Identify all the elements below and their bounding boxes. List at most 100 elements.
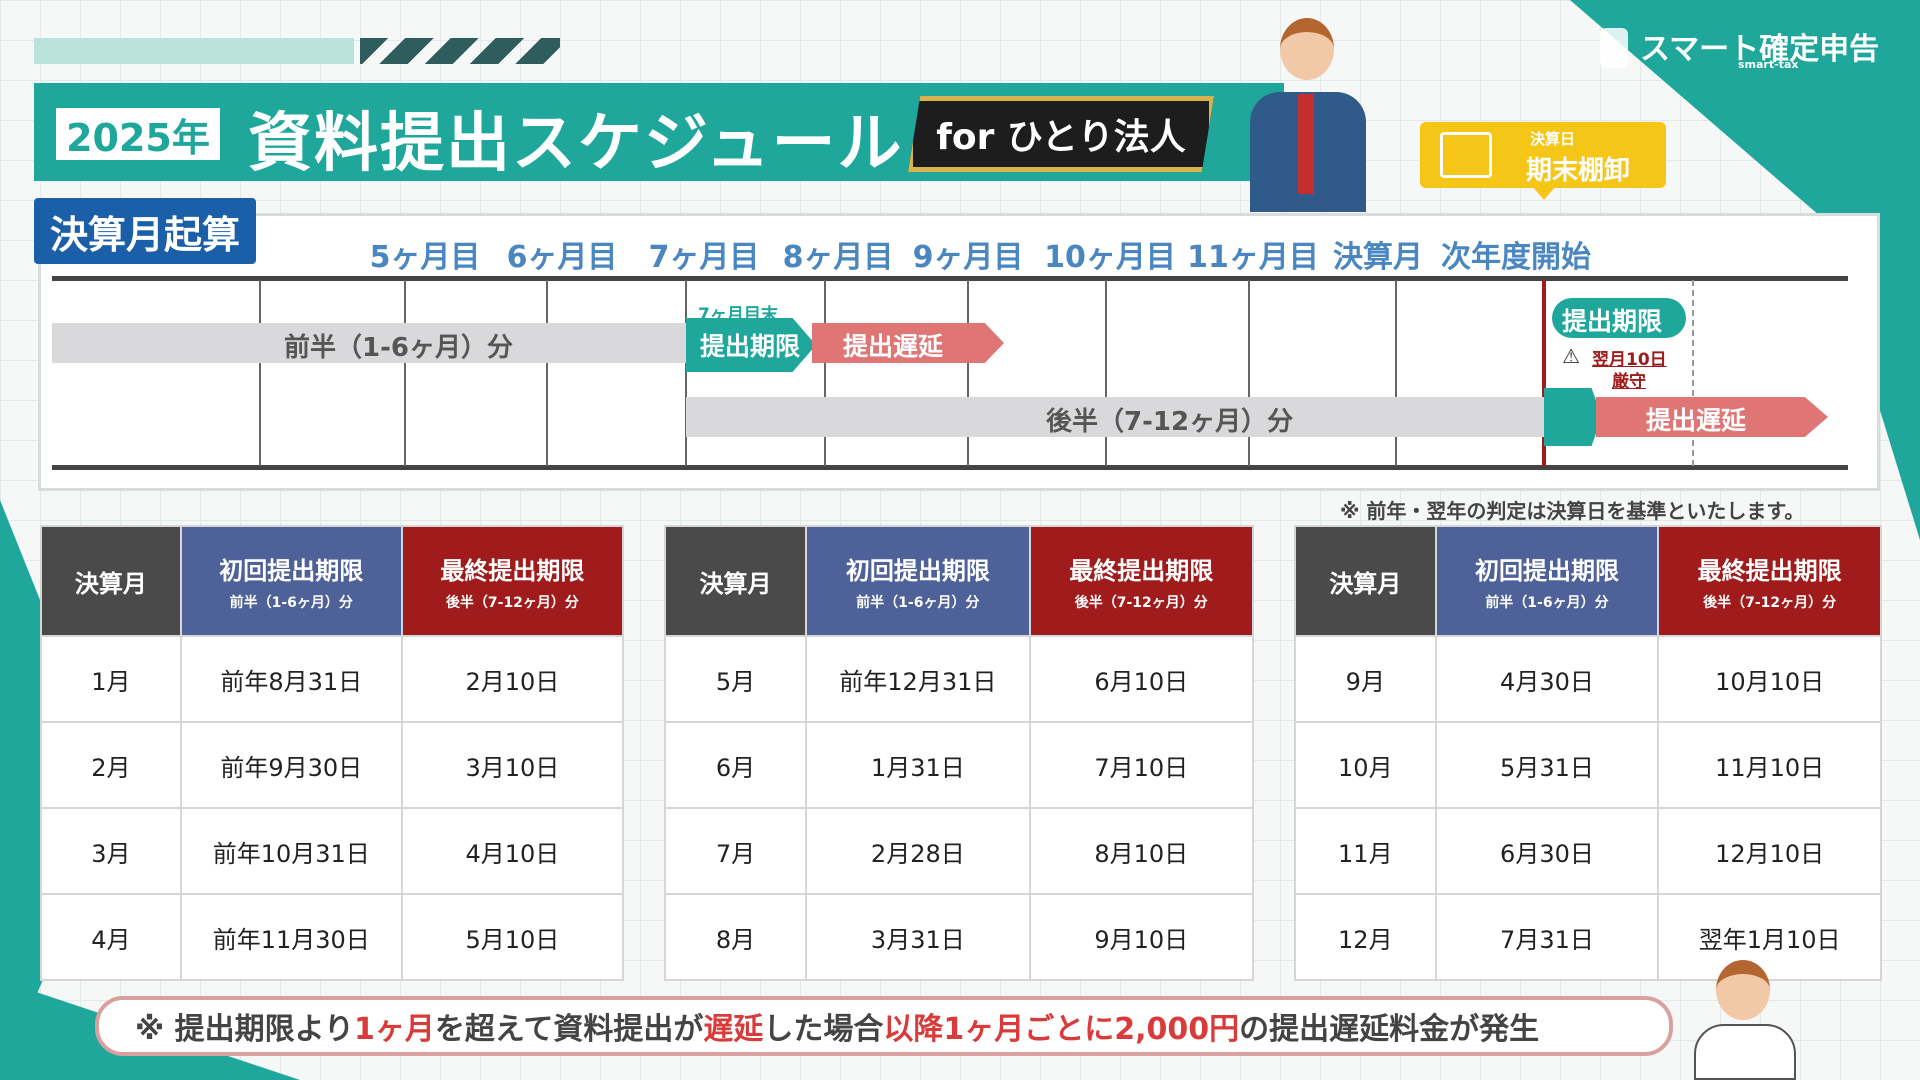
base-date-note: ※ 前年・翌年の判定は決算日を基準といたします。: [1340, 499, 1805, 523]
month-cell: 11月: [1294, 807, 1437, 895]
year-badge: 2025年: [56, 108, 220, 160]
final-cell: 10月10日: [1657, 635, 1882, 723]
logo-icon: [1600, 28, 1628, 68]
footer-note: ※ 提出期限より1ヶ月を超えて資料提出が遅延した場合以降1ヶ月ごとに2,000円…: [135, 1004, 1539, 1048]
for-badge: for ひとり法人: [908, 96, 1214, 172]
month-label: 決算月: [1333, 240, 1423, 275]
final-cell: 2月10日: [400, 635, 625, 723]
first-deadline-header: 初回提出期限 前半（1-6ヶ月）分: [179, 525, 403, 637]
first-deadline-header: 初回提出期限 前半（1-6ヶ月）分: [1434, 525, 1660, 637]
deadline-arrow-2: [1544, 388, 1602, 446]
logo-text: スマート確定申告: [1640, 32, 1880, 67]
month-label: 7ヶ月目: [648, 240, 760, 275]
month-label: 5ヶ月目: [369, 240, 481, 275]
callout-main-label: 期末棚卸: [1526, 156, 1631, 186]
final-cell: 3月10日: [400, 721, 625, 809]
callout-small-label: 決算日: [1530, 130, 1576, 148]
first-half-bar: [52, 323, 687, 363]
final-deadline-header-label: 最終提出期限: [1069, 556, 1214, 585]
final-deadline-header: 最終提出期限 後半（7-12ヶ月）分: [1657, 525, 1882, 637]
first-cell: 5月31日: [1434, 721, 1660, 809]
timeline-badge: 決算月起算: [34, 198, 256, 264]
deadline-table-2: 決算月 初回提出期限 前半（1-6ヶ月）分 最終提出期限 後半（7-12ヶ月）分 5月 前年…: [663, 525, 1255, 981]
final-deadline-header-label: 最終提出期限: [440, 556, 585, 585]
timeline-divider: [1395, 280, 1397, 466]
deadline-label: 提出期限: [700, 332, 801, 361]
timeline-divider: [1105, 280, 1107, 466]
first-cell: 3月31日: [805, 893, 1031, 981]
first-cell: 前年9月30日: [179, 721, 403, 809]
first-cell: 1月31日: [805, 721, 1031, 809]
first-cell: 前年12月31日: [805, 635, 1031, 723]
strict-date: 翌月10日: [1592, 350, 1667, 370]
month-cell: 1月: [40, 635, 182, 723]
final-cell: 8月10日: [1028, 807, 1255, 895]
delay-arrow: [812, 323, 1004, 363]
final-deadline-header-sublabel: 後半（7-12ヶ月）分: [445, 594, 579, 611]
first-deadline-header-sublabel: 前半（1-6ヶ月）分: [229, 594, 353, 611]
final-cell: 5月10日: [400, 893, 625, 981]
first-deadline-header-sublabel: 前半（1-6ヶ月）分: [856, 594, 980, 611]
table-row: 5月 前年12月31日 6月10日: [663, 635, 1255, 723]
deadline-table: 決算月 初回提出期限 前半（1-6ヶ月）分 最終提出期限 後半（7-12ヶ月）分 5月 前年…: [663, 525, 1255, 981]
month-header-label: 決算月: [699, 569, 772, 598]
final-cell: 11月10日: [1657, 721, 1882, 809]
first-deadline-header-sublabel: 前半（1-6ヶ月）分: [1485, 594, 1609, 611]
month-cell: 7月: [663, 807, 808, 895]
month-label: 11ヶ月目: [1187, 240, 1319, 275]
box-icon: [1440, 132, 1492, 178]
final-cell: 4月10日: [400, 807, 625, 895]
dashed-line: [1692, 280, 1694, 466]
month-cell: 12月: [1294, 893, 1437, 981]
timeline-divider: [404, 280, 406, 466]
strict-word: 厳守: [1612, 372, 1646, 392]
table-row: 7月 2月28日 8月10日: [663, 807, 1255, 895]
table-row: 4月 前年11月30日 5月10日: [40, 893, 625, 981]
timeline-divider: [546, 280, 548, 466]
month-label: 次年度開始: [1441, 240, 1591, 275]
month-label: 9ヶ月目: [912, 240, 1024, 275]
first-cell: 前年11月30日: [179, 893, 403, 981]
final-deadline-header: 最終提出期限 後半（7-12ヶ月）分: [1028, 525, 1255, 637]
deadline-table-3: 決算月 初回提出期限 前半（1-6ヶ月）分 最終提出期限 後半（7-12ヶ月）分 9月 4月…: [1294, 525, 1882, 981]
month-label: 10ヶ月目: [1044, 240, 1176, 275]
warning-icon: ⚠: [1562, 344, 1580, 368]
footer-part: を超えて資料提出が: [434, 1012, 704, 1047]
footer-part: の提出遅延料金が発生: [1239, 1012, 1540, 1047]
month-header: 決算月: [663, 525, 808, 637]
table-row: 1月 前年8月31日 2月10日: [40, 635, 625, 723]
second-half-bar: [686, 397, 1546, 437]
first-cell: 2月28日: [805, 807, 1031, 895]
final-cell: 12月10日: [1657, 807, 1882, 895]
footer-part: した場合: [763, 1012, 884, 1047]
table-row: 2月 前年9月30日 3月10日: [40, 721, 625, 809]
month-label: 6ヶ月目: [506, 240, 618, 275]
footer-highlight: 遅延: [703, 1012, 764, 1047]
final-cell: 翌年1月10日: [1657, 893, 1882, 981]
first-deadline-header-label: 初回提出期限: [845, 556, 990, 585]
month-cell: 3月: [40, 807, 182, 895]
month-cell: 10月: [1294, 721, 1437, 809]
timeline-divider: [685, 280, 687, 466]
final-deadline-header-label: 最終提出期限: [1697, 556, 1842, 585]
first-deadline-header: 初回提出期限前半（1-6ヶ月）分: [805, 525, 1031, 637]
month-cell: 6月: [663, 721, 808, 809]
final-cell: 9月10日: [1028, 893, 1255, 981]
fiscal-end-line: [1542, 280, 1546, 466]
table-row: 9月 4月30日 10月10日: [1294, 635, 1882, 723]
deadline-pill: [1552, 298, 1686, 338]
second-half-label: 後半（7-12ヶ月）分: [1046, 407, 1294, 437]
table-header-row: 決算月 初回提出期限 前半（1-6ヶ月）分 最終提出期限 後半（7-12ヶ月）分: [1294, 525, 1882, 637]
month-cell: 8月: [663, 893, 808, 981]
first-half-label: 前半（1-6ヶ月）分: [284, 333, 513, 363]
footer-part: ※ 提出期限より: [135, 1012, 355, 1047]
header-stripe-light: [34, 38, 354, 64]
month-cell: 2月: [40, 721, 182, 809]
table-row: 6月 1月31日 7月10日: [663, 721, 1255, 809]
delay-label-2: 提出遅延: [1646, 406, 1747, 435]
month-cell: 5月: [663, 635, 808, 723]
footer-highlight: 以降1ヶ月ごとに2,000円: [883, 1012, 1240, 1047]
month-header-label: 決算月: [74, 569, 147, 598]
month-cell: 4月: [40, 893, 182, 981]
deadline-arrow: [686, 318, 816, 372]
